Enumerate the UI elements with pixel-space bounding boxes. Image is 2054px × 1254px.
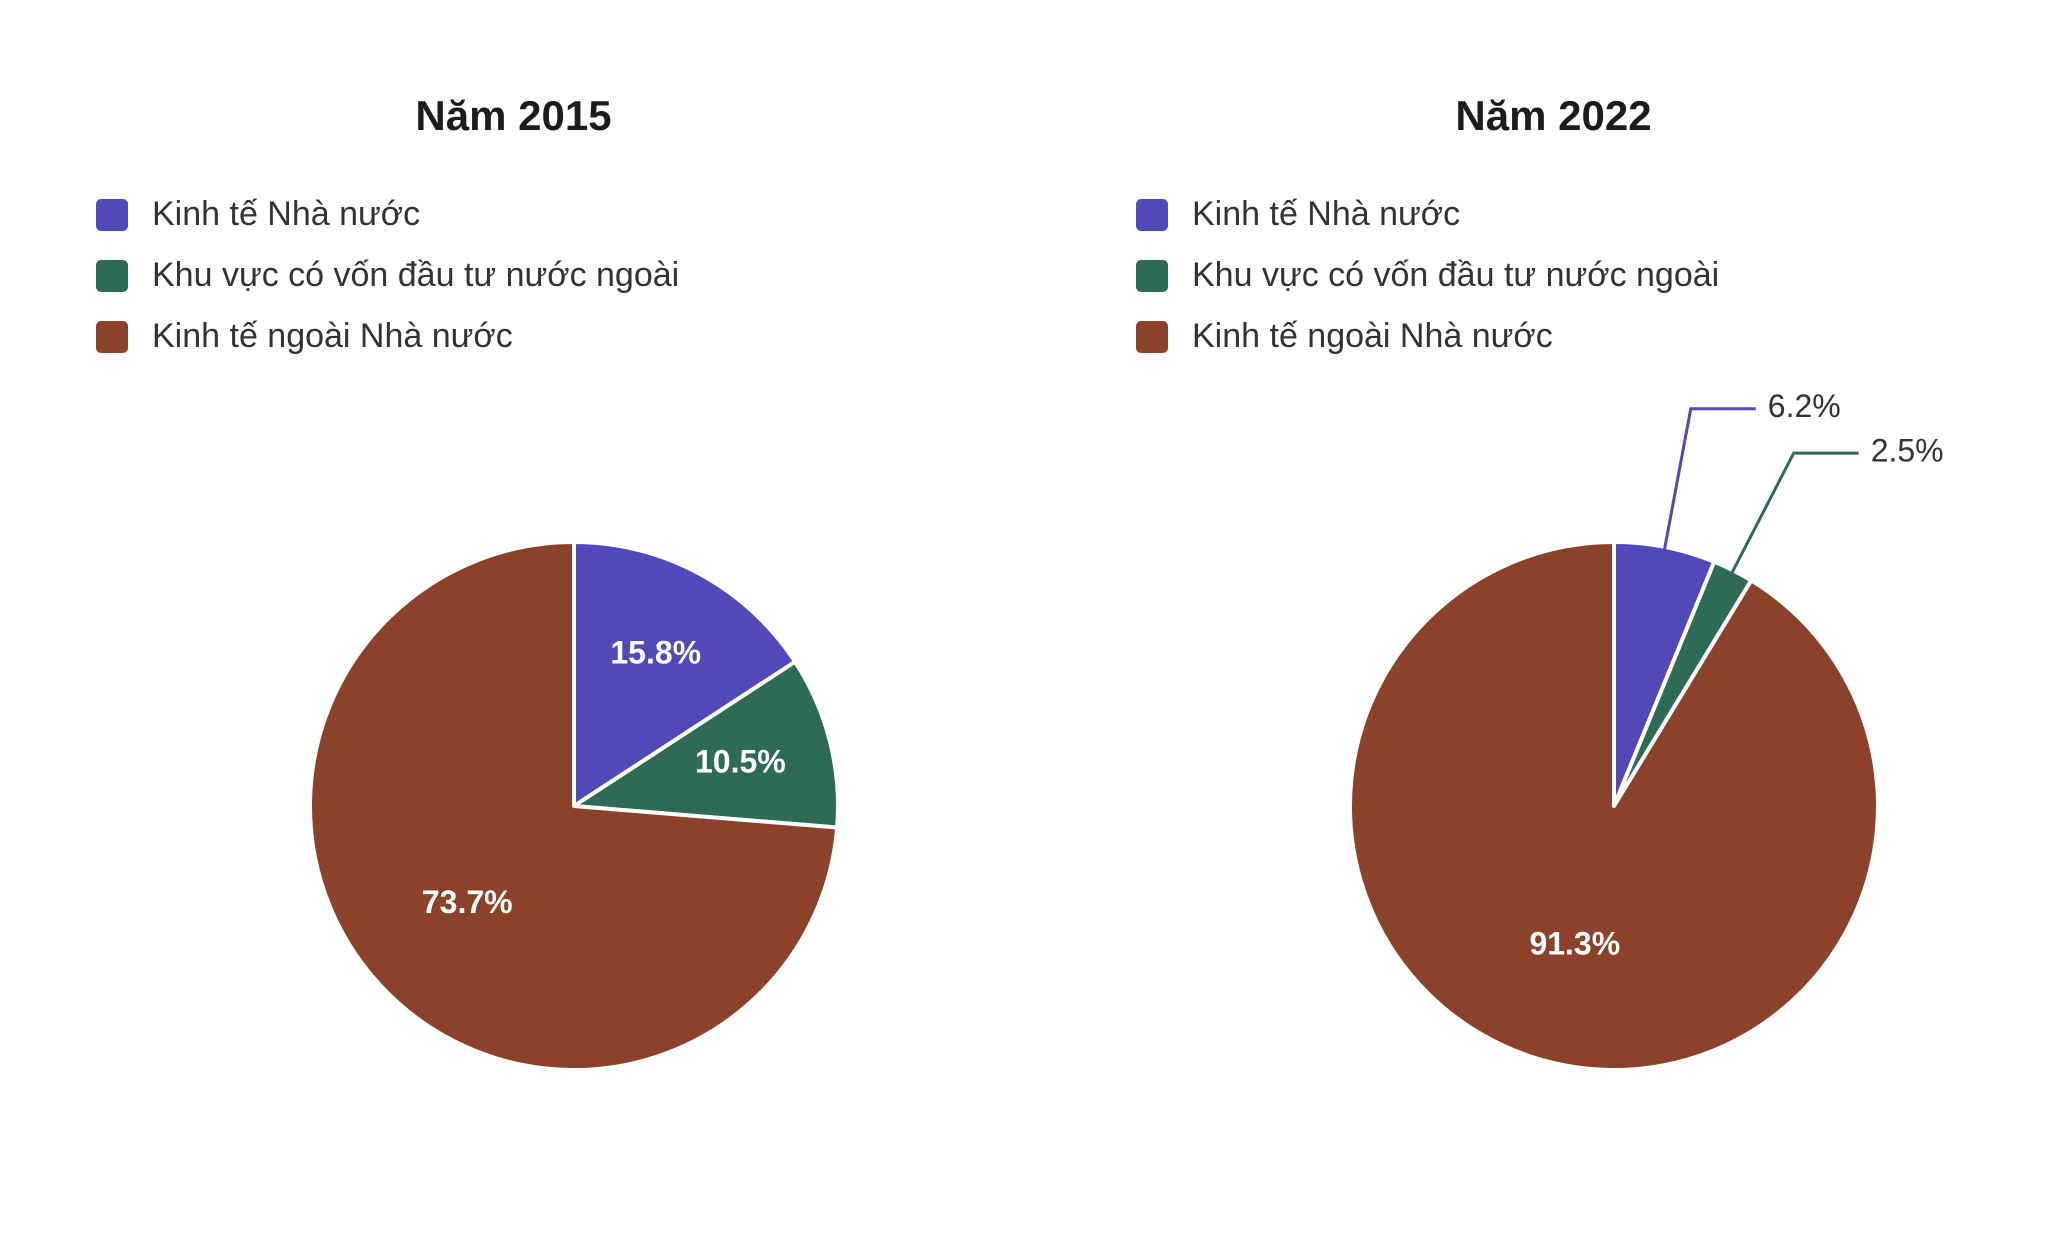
legend-swatch [1136,259,1168,292]
pie-slice[interactable] [308,540,840,1072]
legend-item[interactable]: Khu vực có vốn đầu tư nước ngoài [96,245,679,306]
legend-swatch [96,198,128,231]
legend-swatch [1136,198,1168,231]
pie-chart: 15.8% 10.5% 73.7% [308,540,840,1072]
slice-label: 15.8% [610,635,701,671]
legend-item[interactable]: Kinh tế ngoài Nhà nước [96,306,679,367]
slice-label: 91.3% [1529,925,1620,961]
legend-swatch [96,320,128,353]
legend-item[interactable]: Khu vực có vốn đầu tư nước ngoài [1136,245,1719,306]
legend-label: Kinh tế ngoài Nhà nước [1192,317,1553,355]
legend-label: Kinh tế ngoài Nhà nước [152,317,513,355]
legend-label: Khu vực có vốn đầu tư nước ngoài [1192,256,1720,294]
leader-dot [1656,552,1669,565]
legend-item[interactable]: Kinh tế Nhà nước [1136,184,1719,245]
pie-slice[interactable] [572,540,798,808]
legend-label: Kinh tế Nhà nước [1192,195,1461,233]
chart-2022: Năm 2022 Kinh tế Nhà nước Khu vực có vốn… [1040,0,2054,1254]
pie-slice[interactable] [1348,540,1880,1072]
legend-swatch [1136,320,1168,353]
chart-title: Năm 2015 [415,92,612,139]
slice-label: 73.7% [422,884,513,920]
leader-line [1726,451,1859,582]
legend-label: Kinh tế Nhà nước [152,195,421,233]
slice-label: 2.5% [1871,433,1944,469]
slice-label: 10.5% [695,743,786,779]
pie-slice[interactable] [572,659,840,830]
chart-title: Năm 2022 [1455,92,1652,139]
legend-item[interactable]: Kinh tế Nhà nước [96,184,679,245]
legend: Kinh tế Nhà nước Khu vực có vốn đầu tư n… [96,184,679,367]
pie-chart: 6.2% 2.5% 91.3% [1348,388,1944,1072]
legend: Kinh tế Nhà nước Khu vực có vốn đầu tư n… [1136,184,1719,367]
legend-label: Khu vực có vốn đầu tư nước ngoài [152,256,680,294]
legend-swatch [96,259,128,292]
slice-label: 6.2% [1768,388,1841,424]
chart-2015: Năm 2015 Kinh tế Nhà nước Khu vực có vốn… [96,92,840,1072]
leader-line [1661,407,1756,560]
legend-item[interactable]: Kinh tế ngoài Nhà nước [1136,306,1719,367]
